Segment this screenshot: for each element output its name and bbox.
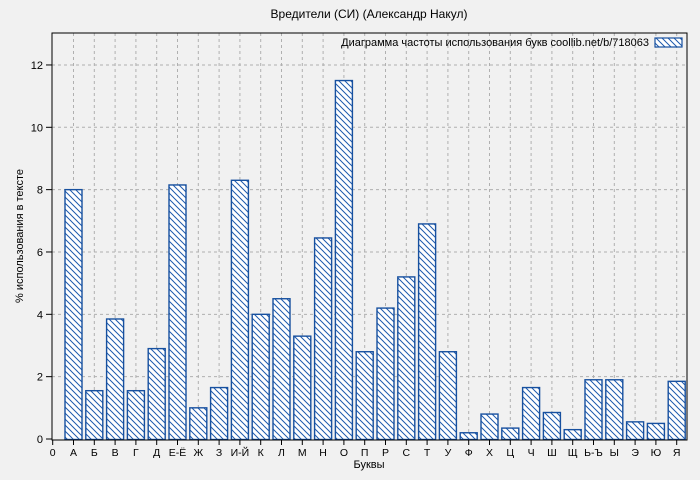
x-tick-label: Е-Ё bbox=[169, 447, 187, 459]
x-tick-label: В bbox=[112, 447, 119, 459]
x-tick-label: Г bbox=[133, 447, 139, 459]
x-tick-label: Ю bbox=[651, 447, 662, 459]
bars bbox=[64, 79, 686, 441]
x-tick-label: П bbox=[361, 447, 369, 459]
bar-Ю bbox=[646, 422, 666, 441]
x-tick-label: Л bbox=[278, 447, 285, 459]
bar-А bbox=[64, 188, 83, 441]
bar-Э bbox=[625, 421, 645, 441]
bar-С bbox=[397, 276, 416, 441]
x-tick-label: Ш bbox=[547, 447, 557, 459]
bar-Г bbox=[126, 389, 146, 441]
bar-Ы bbox=[605, 379, 624, 441]
y-tick-label: 0 bbox=[37, 434, 43, 446]
bar-М bbox=[293, 335, 312, 441]
bar-Я bbox=[667, 380, 686, 441]
legend-swatch bbox=[654, 37, 683, 48]
bar-О bbox=[334, 79, 354, 441]
bar-К bbox=[251, 313, 270, 441]
bar-Д bbox=[147, 347, 166, 441]
x-tick-label: Х bbox=[486, 447, 493, 459]
bar-Т bbox=[417, 223, 437, 441]
x-tick-label: И-Й bbox=[231, 446, 250, 459]
y-axis-label: % использования в тексте bbox=[14, 169, 26, 303]
x-tick-label: Щ bbox=[568, 447, 578, 459]
legend-label: Диаграмма частоты использования букв coo… bbox=[341, 37, 649, 49]
bar-Ь-Ъ bbox=[584, 379, 603, 441]
x-tick-label: М bbox=[298, 447, 307, 459]
chart-title: Вредители (СИ) (Александр Накул) bbox=[271, 7, 468, 21]
bar-Е-Ё bbox=[168, 184, 187, 441]
bar-Ч bbox=[521, 386, 541, 441]
bar-Ш bbox=[542, 411, 562, 441]
x-tick-label: Э bbox=[631, 447, 639, 459]
bar-У bbox=[438, 351, 458, 441]
bar-П bbox=[355, 351, 374, 441]
x-tick-label: С bbox=[403, 447, 411, 459]
x-tick-label: Р bbox=[382, 447, 389, 459]
bar-И-Й bbox=[230, 179, 250, 441]
y-tick-label: 12 bbox=[31, 60, 43, 72]
bar-В bbox=[105, 318, 125, 441]
x-tick-label: Ч bbox=[528, 447, 535, 459]
bar-Ц bbox=[501, 427, 520, 441]
bar-З bbox=[209, 386, 229, 441]
y-tick-label: 4 bbox=[37, 309, 43, 321]
y-tick-label: 6 bbox=[37, 247, 43, 259]
bar-Л bbox=[272, 298, 291, 441]
x-tick-label: З bbox=[216, 447, 222, 459]
bar-Р bbox=[376, 307, 395, 441]
gridlines bbox=[52, 33, 687, 440]
x-tick-label: Т bbox=[424, 447, 431, 459]
bar-Ф bbox=[459, 432, 478, 441]
x-tick-label: Ф bbox=[465, 447, 473, 459]
x-tick-label: Я bbox=[673, 447, 681, 459]
y-tick-label: 10 bbox=[31, 122, 43, 134]
y-tick-label: 2 bbox=[37, 372, 43, 384]
x-tick-label: У bbox=[445, 447, 452, 459]
x-tick-label: К bbox=[258, 447, 265, 459]
bar-Х bbox=[480, 413, 499, 441]
axes: 0 2 4 6 8 10 12 0 А Б В Г Д Е-Ё Ж З И-Й К Л М Н О П Р С Т У Ф Х Ц Ч Ш Щ Ь… bbox=[31, 60, 681, 459]
x-tick-label: Д bbox=[153, 447, 160, 459]
x-tick-label: Б bbox=[91, 447, 98, 459]
bar-Ж bbox=[189, 407, 208, 441]
x-axis-label: Буквы bbox=[353, 459, 384, 471]
x-tick-label: 0 bbox=[50, 447, 56, 459]
x-tick-label: О bbox=[340, 447, 348, 459]
x-tick-label: Ы bbox=[610, 447, 619, 459]
x-tick-label: Н bbox=[319, 447, 327, 459]
bar-Б bbox=[85, 389, 104, 441]
x-tick-label: Ь-Ъ bbox=[584, 447, 603, 459]
x-tick-label: А bbox=[70, 447, 77, 459]
bar-Н bbox=[313, 237, 333, 441]
bar-Щ bbox=[563, 428, 582, 441]
x-tick-label: Ж bbox=[193, 447, 203, 459]
x-tick-label: Ц bbox=[506, 447, 514, 459]
plot-border bbox=[51, 32, 688, 441]
y-tick-label: 8 bbox=[37, 185, 43, 197]
